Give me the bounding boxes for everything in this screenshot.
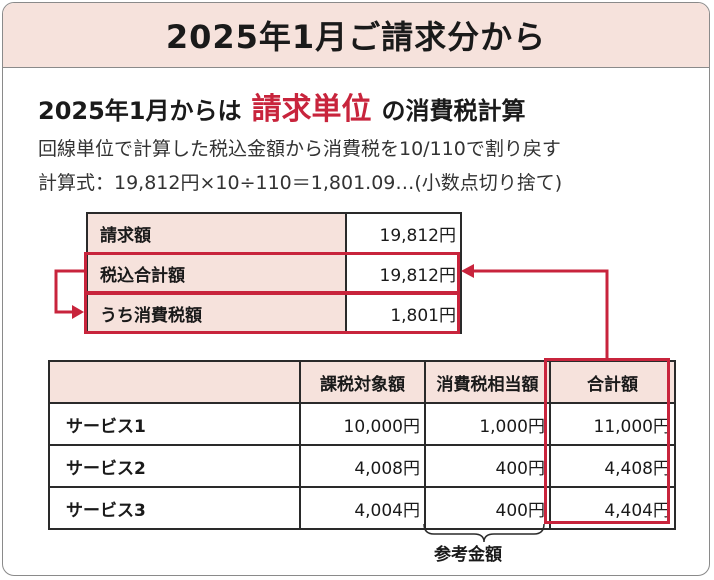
right-arrow-head (461, 264, 474, 278)
summary-label: うち消費税額 (86, 292, 347, 334)
table-row: サービス1 10,000円 1,000円 11,000円 (48, 402, 676, 446)
summary-row-billing: 請求額 19,812円 (86, 212, 462, 254)
tax-amount: 1,000円 (424, 402, 551, 446)
summary-row-tax: うち消費税額 1,801円 (86, 292, 462, 334)
summary-label: 請求額 (86, 212, 347, 254)
header-title: 2025年1月ご請求分から (165, 18, 547, 56)
right-arrow-line (472, 269, 609, 358)
total-amount: 4,408円 (549, 444, 676, 488)
service-name: サービス1 (48, 402, 301, 446)
tax-amount: 400円 (424, 444, 551, 488)
left-arrow-line (54, 269, 84, 314)
summary-table: 請求額 19,812円 税込合計額 19,812円 うち消費税額 1,801円 (86, 212, 462, 334)
taxable-amount: 10,000円 (299, 402, 426, 446)
subtitle: 2025年1月からは 請求単位 の消費税計算 (38, 84, 526, 128)
total-amount: 11,000円 (549, 402, 676, 446)
left-arrow-head (72, 305, 84, 319)
subtitle-suffix: の消費税計算 (381, 97, 526, 125)
tax-amount: 400円 (424, 486, 551, 530)
service-name: サービス2 (48, 444, 301, 488)
summary-value: 19,812円 (345, 212, 462, 254)
subtitle-prefix: 2025年1月からは (38, 97, 242, 125)
column-header-tax: 消費税相当額 (424, 360, 551, 404)
service-table-header: 課税対象額 消費税相当額 合計額 (48, 360, 676, 404)
column-header-taxable: 課税対象額 (299, 360, 426, 404)
description-line-2: 計算式：19,812円×10÷110＝1,801.09…(小数点切り捨て) (38, 172, 563, 194)
summary-value: 19,812円 (345, 252, 462, 294)
table-row: サービス3 4,004円 400円 4,404円 (48, 486, 676, 530)
service-name: サービス3 (48, 486, 301, 530)
column-header-blank (48, 360, 301, 404)
reference-amount-label: 参考金額 (434, 545, 502, 565)
description-line-1: 回線単位で計算した税込金額から消費税を10/110で割り戻す (38, 138, 561, 160)
reference-bracket (423, 523, 545, 543)
column-header-total: 合計額 (549, 360, 676, 404)
taxable-amount: 4,008円 (299, 444, 426, 488)
taxable-amount: 4,004円 (299, 486, 426, 530)
service-table: 課税対象額 消費税相当額 合計額 サービス1 10,000円 1,000円 11… (48, 360, 676, 530)
table-row: サービス2 4,008円 400円 4,408円 (48, 444, 676, 488)
subtitle-emphasis: 請求単位 (251, 92, 372, 127)
card-header: 2025年1月ご請求分から (3, 3, 709, 68)
